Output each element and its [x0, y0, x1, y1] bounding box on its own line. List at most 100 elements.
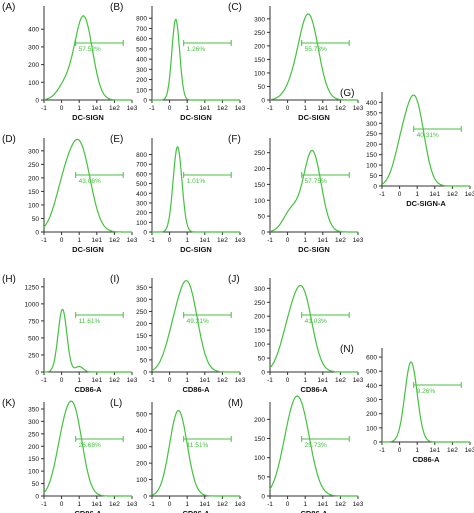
x-tick-label: 0: [286, 501, 290, 508]
panel-label: (N): [340, 344, 354, 355]
y-tick-label: 1250: [25, 284, 40, 291]
x-tick-label: 1e1: [317, 377, 328, 384]
histogram-trace: [44, 308, 132, 373]
x-tick-label: 0: [168, 237, 172, 244]
y-tick-label: 50: [32, 216, 40, 223]
y-tick-label: 300: [136, 444, 147, 451]
y-tick-label: 300: [136, 297, 147, 304]
x-axis-label: CD86-A: [300, 509, 328, 513]
y-tick-label: 200: [254, 43, 265, 50]
panel-label: (E): [110, 134, 123, 145]
y-tick-label: 1000: [25, 301, 40, 308]
panel-label: (F): [228, 134, 241, 145]
x-tick-label: 0: [60, 377, 64, 384]
x-tick-label: 1e3: [353, 377, 364, 384]
y-tick-label: 300: [366, 397, 377, 404]
x-tick-label: 1: [185, 237, 189, 244]
histogram-trace: [43, 138, 132, 233]
panel-label: (J): [228, 274, 240, 285]
x-tick-label: 1: [77, 105, 81, 112]
histogram-trace: [269, 149, 358, 233]
gate-percentage-label: 57.52%: [79, 46, 101, 53]
y-tick-label: 400: [136, 57, 147, 64]
x-tick-label: 1e3: [353, 105, 364, 112]
x-tick-label: 0: [286, 377, 290, 384]
y-tick-label: 600: [136, 36, 147, 43]
gate-percentage-label: 43.06%: [79, 178, 101, 185]
y-tick-label: 250: [254, 150, 265, 157]
x-axis-label: DC-SIGN: [298, 245, 330, 254]
y-tick-label: 150: [28, 456, 39, 463]
x-tick-label: 1e3: [235, 105, 246, 112]
x-tick-label: 1e1: [317, 105, 328, 112]
x-tick-label: 1e1: [199, 105, 210, 112]
y-tick-label: 500: [366, 369, 377, 376]
y-tick-label: 0: [261, 494, 265, 501]
x-tick-label: -1: [149, 377, 155, 384]
x-tick-label: 1e3: [127, 501, 138, 508]
x-tick-label: -1: [149, 105, 155, 112]
x-tick-label: 1e3: [235, 237, 246, 244]
y-tick-label: 300: [28, 419, 39, 426]
x-tick-label: 0: [60, 237, 64, 244]
y-tick-label: 0: [143, 370, 147, 377]
y-tick-label: 50: [258, 474, 266, 481]
y-tick-label: 500: [136, 46, 147, 53]
y-tick-label: 100: [254, 455, 265, 462]
x-tick-label: 1e1: [199, 501, 210, 508]
y-tick-label: 400: [136, 191, 147, 198]
y-tick-label: 200: [136, 461, 147, 468]
x-tick-label: 1e2: [335, 377, 346, 384]
x-tick-label: 1: [77, 237, 81, 244]
panel-label: (I): [110, 274, 119, 285]
y-tick-label: 300: [136, 200, 147, 207]
x-axis-label: DC-SIGN: [180, 245, 212, 254]
x-tick-label: 1: [77, 501, 81, 508]
y-tick-label: 200: [254, 314, 265, 321]
x-tick-label: 1e2: [447, 447, 458, 454]
x-tick-label: -1: [267, 377, 273, 384]
histogram-trace: [152, 146, 240, 233]
y-tick-label: 100: [254, 70, 265, 77]
y-tick-label: 250: [366, 131, 377, 138]
x-axis-label: CD86-A: [74, 385, 102, 394]
y-tick-label: 400: [136, 428, 147, 435]
histogram-trace: [152, 18, 240, 101]
gate-percentage-label: 41.03%: [305, 318, 327, 325]
y-tick-label: 500: [136, 411, 147, 418]
x-tick-label: 0: [60, 501, 64, 508]
x-tick-label: 1e1: [317, 237, 328, 244]
x-tick-label: -1: [149, 501, 155, 508]
gate-percentage-label: 55.73%: [305, 46, 327, 53]
y-tick-label: 200: [254, 417, 265, 424]
y-tick-label: 300: [28, 148, 39, 155]
x-tick-label: 1: [303, 501, 307, 508]
y-tick-label: 250: [28, 431, 39, 438]
gate-percentage-label: 11.61%: [79, 318, 101, 325]
x-tick-label: 1e2: [109, 237, 120, 244]
y-tick-label: 100: [136, 220, 147, 227]
x-tick-label: 1e2: [109, 501, 120, 508]
panel-label: (K): [2, 398, 15, 409]
x-tick-label: 1e1: [91, 377, 102, 384]
histogram-trace: [381, 94, 470, 187]
y-tick-label: 200: [366, 411, 377, 418]
y-tick-label: 0: [35, 494, 39, 501]
y-tick-label: 100: [366, 425, 377, 432]
y-tick-label: 150: [254, 182, 265, 189]
x-tick-label: 0: [286, 237, 290, 244]
x-tick-label: 1e3: [235, 501, 246, 508]
y-tick-label: 250: [254, 30, 265, 37]
x-axis-label: DC-SIGN: [298, 113, 330, 122]
y-tick-label: 150: [136, 333, 147, 340]
histogram-panel: (L)0100200300400500-1011e11e21e3CD86-A11…: [110, 398, 246, 513]
y-tick-label: 300: [28, 44, 39, 51]
x-tick-label: 1e2: [109, 377, 120, 384]
y-tick-label: 100: [366, 163, 377, 170]
y-tick-label: 250: [136, 309, 147, 316]
histogram-trace: [43, 400, 132, 497]
y-tick-label: 350: [28, 406, 39, 413]
